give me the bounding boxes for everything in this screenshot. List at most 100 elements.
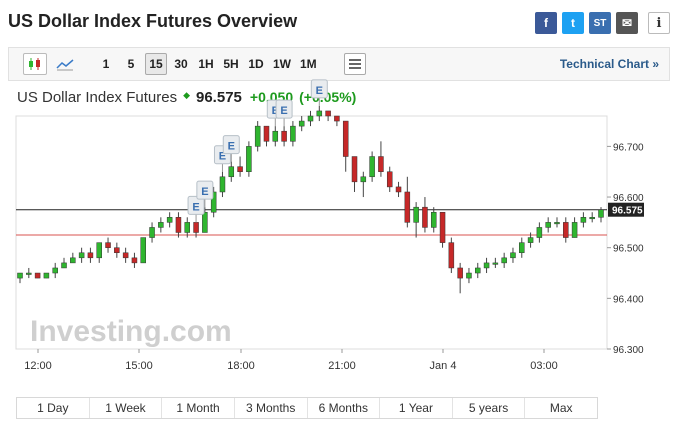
candle-body xyxy=(228,166,235,178)
x-tick-label: 12:00 xyxy=(24,360,52,372)
timeframe-1d[interactable]: 1D xyxy=(248,57,264,71)
candle-body xyxy=(219,176,226,193)
event-marker-label: E xyxy=(219,151,226,163)
candle-body xyxy=(580,217,587,223)
candle-body xyxy=(316,110,323,117)
x-tick-label: 18:00 xyxy=(227,360,255,372)
range-1-week[interactable]: 1 Week xyxy=(90,398,163,418)
candle-body xyxy=(254,125,261,147)
candle-body xyxy=(298,120,305,127)
candle-body xyxy=(457,267,463,279)
timeframe-5[interactable]: 5 xyxy=(127,57,135,71)
timeframe-1[interactable]: 1 xyxy=(102,57,110,71)
calendar-icon[interactable] xyxy=(344,53,366,75)
y-tick-label: 96.500 xyxy=(613,244,644,255)
facebook-icon[interactable]: f xyxy=(535,12,557,34)
technical-chart-link[interactable]: Technical Chart » xyxy=(559,57,659,71)
timeframe-30[interactable]: 30 xyxy=(174,57,188,71)
candle-body xyxy=(307,115,314,122)
candle-body xyxy=(122,252,129,259)
candle-body xyxy=(105,242,111,248)
candle-body xyxy=(598,209,604,218)
line-chart-icon[interactable] xyxy=(53,53,77,75)
candle-body xyxy=(571,222,578,238)
candle-body xyxy=(34,272,41,279)
candle-body xyxy=(158,222,164,228)
candle-body xyxy=(184,222,191,233)
candle-body xyxy=(263,125,270,142)
candle-body xyxy=(545,222,551,228)
candle-body xyxy=(430,211,437,228)
email-icon[interactable]: ✉ xyxy=(616,12,638,34)
candle-body xyxy=(210,191,217,213)
candle-body xyxy=(334,115,340,122)
candle-body xyxy=(589,217,595,220)
candle-body xyxy=(483,262,490,269)
candlestick-icon[interactable] xyxy=(23,53,47,75)
timeframe-1w[interactable]: 1W xyxy=(273,57,291,71)
timeframe-15[interactable]: 15 xyxy=(145,53,167,75)
range-max[interactable]: Max xyxy=(549,401,573,415)
candle-body xyxy=(519,242,525,254)
last-price: 96.575 xyxy=(196,89,242,106)
timeframe-1m[interactable]: 1M xyxy=(300,57,317,71)
candle-body xyxy=(166,217,173,223)
candle-body xyxy=(492,262,499,265)
event-marker-label: E xyxy=(201,186,208,198)
range-1-year[interactable]: 1 Year xyxy=(380,398,453,418)
instrument-name: US Dollar Index Futures xyxy=(17,89,178,106)
x-tick-label: 03:00 xyxy=(530,360,558,372)
plot-area xyxy=(15,115,608,350)
candle-body xyxy=(272,130,279,142)
range-5-years[interactable]: 5 years xyxy=(453,398,526,418)
watermark: Investing.com xyxy=(30,315,232,348)
range-1-month[interactable]: 1 Month xyxy=(162,398,235,418)
event-marker-label: E xyxy=(272,105,279,117)
candle-body xyxy=(527,237,534,243)
event-marker xyxy=(196,180,214,200)
candle-body xyxy=(395,186,402,193)
candle-body xyxy=(52,267,58,274)
candle-body xyxy=(510,252,516,259)
event-marker xyxy=(275,99,293,119)
range-1-day[interactable]: 1 Day xyxy=(17,398,90,418)
x-tick-label: 15:00 xyxy=(125,360,153,372)
candle-body xyxy=(342,120,349,157)
timeframe-5h[interactable]: 5H xyxy=(223,57,239,71)
info-icon[interactable]: i xyxy=(648,12,670,34)
event-marker xyxy=(187,195,205,215)
candle-body xyxy=(369,156,375,178)
timeframe-selector: 1 5 15 30 1H 5H 1D 1W 1M xyxy=(95,53,323,75)
candle-body xyxy=(422,206,428,228)
range-3-months[interactable]: 3 Months xyxy=(235,398,308,418)
candle-body xyxy=(175,217,182,233)
candle-body xyxy=(149,227,155,238)
candle-body xyxy=(325,110,331,117)
candle-body xyxy=(536,227,543,238)
timeframe-1h[interactable]: 1H xyxy=(198,57,214,71)
range-6-months[interactable]: 6 Months xyxy=(308,398,381,418)
candle-body xyxy=(448,242,455,269)
candle-body xyxy=(378,156,384,172)
event-marker-label: E xyxy=(280,105,287,117)
y-tick-label: 96.700 xyxy=(613,142,644,153)
stocktwits-icon[interactable]: ST xyxy=(589,12,611,34)
chart-toolbar: 1 5 15 30 1H 5H 1D 1W 1M Technical Chart » xyxy=(8,47,670,81)
event-marker xyxy=(222,135,240,155)
candle-body xyxy=(70,257,76,264)
event-marker xyxy=(310,79,328,99)
candle-body xyxy=(475,267,481,274)
candle-body xyxy=(246,146,252,172)
candle-body xyxy=(439,211,446,243)
candle-body xyxy=(351,156,358,183)
up-arrow-icon: ◆ xyxy=(183,90,190,100)
current-price-tag xyxy=(608,202,644,217)
candle-body xyxy=(413,206,419,223)
twitter-icon[interactable]: t xyxy=(562,12,584,34)
candle-body xyxy=(404,191,411,223)
candle-body xyxy=(554,222,560,225)
candle-body xyxy=(61,262,67,269)
page-title: US Dollar Index Futures Overview xyxy=(8,11,298,31)
candle-body xyxy=(202,211,208,233)
